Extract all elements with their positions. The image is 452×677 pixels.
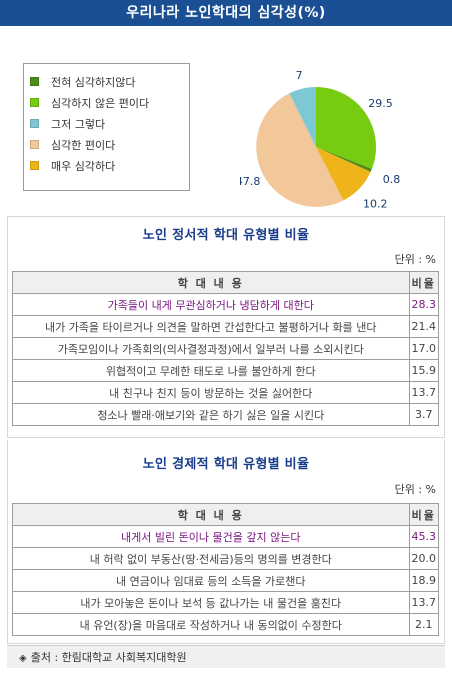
row-text: 내가 가족을 타이르거나 의견을 말하면 간섭한다고 불평하거나 화를 낸다 <box>12 315 410 338</box>
row-value: 3.7 <box>408 403 439 426</box>
row-value: 13.7 <box>408 381 439 404</box>
chart-legend: 전혀 심각하지않다 심각하지 않은 편이다 그저 그렇다 심각한 편이다 매우 … <box>23 63 190 191</box>
row-value: 13.7 <box>408 591 439 614</box>
pie-chart: 29.5 0.8 10.2 47.8 7 <box>240 69 401 211</box>
pie-slice <box>316 147 371 201</box>
section-title-economic: 노인 경제적 학대 유형별 비율 <box>142 457 310 472</box>
row-text: 위협적이고 무례한 태도로 나를 불안하게 한다 <box>12 359 410 382</box>
legend-item: 심각한 편이다 <box>30 134 189 155</box>
row-text: 청소나 빨래·애보기와 같은 하기 싫은 일을 시킨다 <box>12 403 410 426</box>
pie-slice <box>316 147 372 172</box>
legend-item: 그저 그렇다 <box>30 113 189 134</box>
legend-swatch <box>30 140 39 149</box>
unit-label: 단위 : % <box>394 483 436 496</box>
table-row: 내가 가족을 타이르거나 의견을 말하면 간섭한다고 불평하거나 화를 낸다 2… <box>12 315 439 338</box>
table-row: 위협적이고 무례한 태도로 나를 불안하게 한다 15.9 <box>12 359 439 382</box>
legend-item: 심각하지 않은 편이다 <box>30 92 189 113</box>
row-value: 28.3 <box>408 293 439 316</box>
page-title: 우리나라 노인학대의 심각성(%) <box>0 0 452 26</box>
section-title-emotional: 노인 정서적 학대 유형별 비율 <box>142 228 310 243</box>
legend-label: 매우 심각하다 <box>51 159 116 173</box>
unit-label: 단위 : % <box>394 253 436 266</box>
legend-swatch <box>30 161 39 170</box>
row-text: 내게서 빌린 돈이나 물건을 갚지 않는다 <box>12 525 410 548</box>
column-header-ratio: 비율 <box>408 271 439 294</box>
pie-slice <box>256 93 344 207</box>
table-header-row: 학 대 내 용 비율 <box>12 503 439 526</box>
row-value: 20.0 <box>408 547 439 570</box>
pie-slice <box>289 87 316 147</box>
row-text: 내가 모아놓은 돈이나 보석 등 값나가는 내 물건을 훔친다 <box>12 591 410 614</box>
pie-data-label: 10.2 <box>363 198 388 211</box>
pie-data-label: 29.5 <box>368 97 393 110</box>
row-value: 2.1 <box>408 613 439 636</box>
economic-abuse-table: 학 대 내 용 비율 내게서 빌린 돈이나 물건을 갚지 않는다 45.3 내 … <box>12 503 439 636</box>
legend-swatch <box>30 77 39 86</box>
table-row: 가족모임이나 가족회의(의사결정과정)에서 일부러 나를 소외시킨다 17.0 <box>12 337 439 360</box>
row-value: 18.9 <box>408 569 439 592</box>
legend-label: 전혀 심각하지않다 <box>51 75 136 89</box>
row-value: 21.4 <box>408 315 439 338</box>
source-text: 출처 : 한림대학교 사회복지대학원 <box>30 651 187 664</box>
table-row: 청소나 빨래·애보기와 같은 하기 싫은 일을 시킨다 3.7 <box>12 403 439 426</box>
legend-item: 전혀 심각하지않다 <box>30 71 189 92</box>
row-text: 내 유언(장)을 마음대로 작성하거나 내 동의없이 수정한다 <box>12 613 410 636</box>
legend-swatch <box>30 119 39 128</box>
emotional-abuse-table: 학 대 내 용 비율 가족들이 내게 무관심하거나 냉담하게 대한다 28.3 … <box>12 271 439 426</box>
row-text: 내 연금이나 임대료 등의 소득을 가로챈다 <box>12 569 410 592</box>
row-value: 17.0 <box>408 337 439 360</box>
column-header-content: 학 대 내 용 <box>12 271 410 294</box>
legend-swatch <box>30 98 39 107</box>
pie-data-label: 47.8 <box>240 175 260 188</box>
row-text: 가족모임이나 가족회의(의사결정과정)에서 일부러 나를 소외시킨다 <box>12 337 410 360</box>
table-row: 내 친구나 친지 등이 방문하는 것을 싫어한다 13.7 <box>12 381 439 404</box>
row-value: 15.9 <box>408 359 439 382</box>
legend-item: 매우 심각하다 <box>30 155 189 176</box>
table-row: 내게서 빌린 돈이나 물건을 갚지 않는다 45.3 <box>12 525 439 548</box>
pie-slice <box>316 87 377 169</box>
legend-label: 그저 그렇다 <box>51 117 106 131</box>
column-header-ratio: 비율 <box>408 503 439 526</box>
pie-data-label: 7 <box>296 69 303 82</box>
legend-label: 심각하지 않은 편이다 <box>51 96 150 110</box>
row-value: 45.3 <box>408 525 439 548</box>
table-row: 내 허락 없이 부동산(땅·전세금)등의 명의를 변경한다 20.0 <box>12 547 439 570</box>
table-row: 가족들이 내게 무관심하거나 냉담하게 대한다 28.3 <box>12 293 439 316</box>
row-text: 내 허락 없이 부동산(땅·전세금)등의 명의를 변경한다 <box>12 547 410 570</box>
pie-data-label: 0.8 <box>383 173 401 186</box>
table-row: 내가 모아놓은 돈이나 보석 등 값나가는 내 물건을 훔친다 13.7 <box>12 591 439 614</box>
table-row: 내 연금이나 임대료 등의 소득을 가로챈다 18.9 <box>12 569 439 592</box>
row-text: 내 친구나 친지 등이 방문하는 것을 싫어한다 <box>12 381 410 404</box>
legend-label: 심각한 편이다 <box>51 138 116 152</box>
diamond-icon: ◈ <box>19 653 27 664</box>
table-row: 내 유언(장)을 마음대로 작성하거나 내 동의없이 수정한다 2.1 <box>12 613 439 636</box>
column-header-content: 학 대 내 용 <box>12 503 410 526</box>
row-text: 가족들이 내게 무관심하거나 냉담하게 대한다 <box>12 293 410 316</box>
pie-chart-area: 전혀 심각하지않다 심각하지 않은 편이다 그저 그렇다 심각한 편이다 매우 … <box>0 26 452 216</box>
table-header-row: 학 대 내 용 비율 <box>12 271 439 294</box>
source-bar: ◈ 출처 : 한림대학교 사회복지대학원 <box>7 645 445 668</box>
